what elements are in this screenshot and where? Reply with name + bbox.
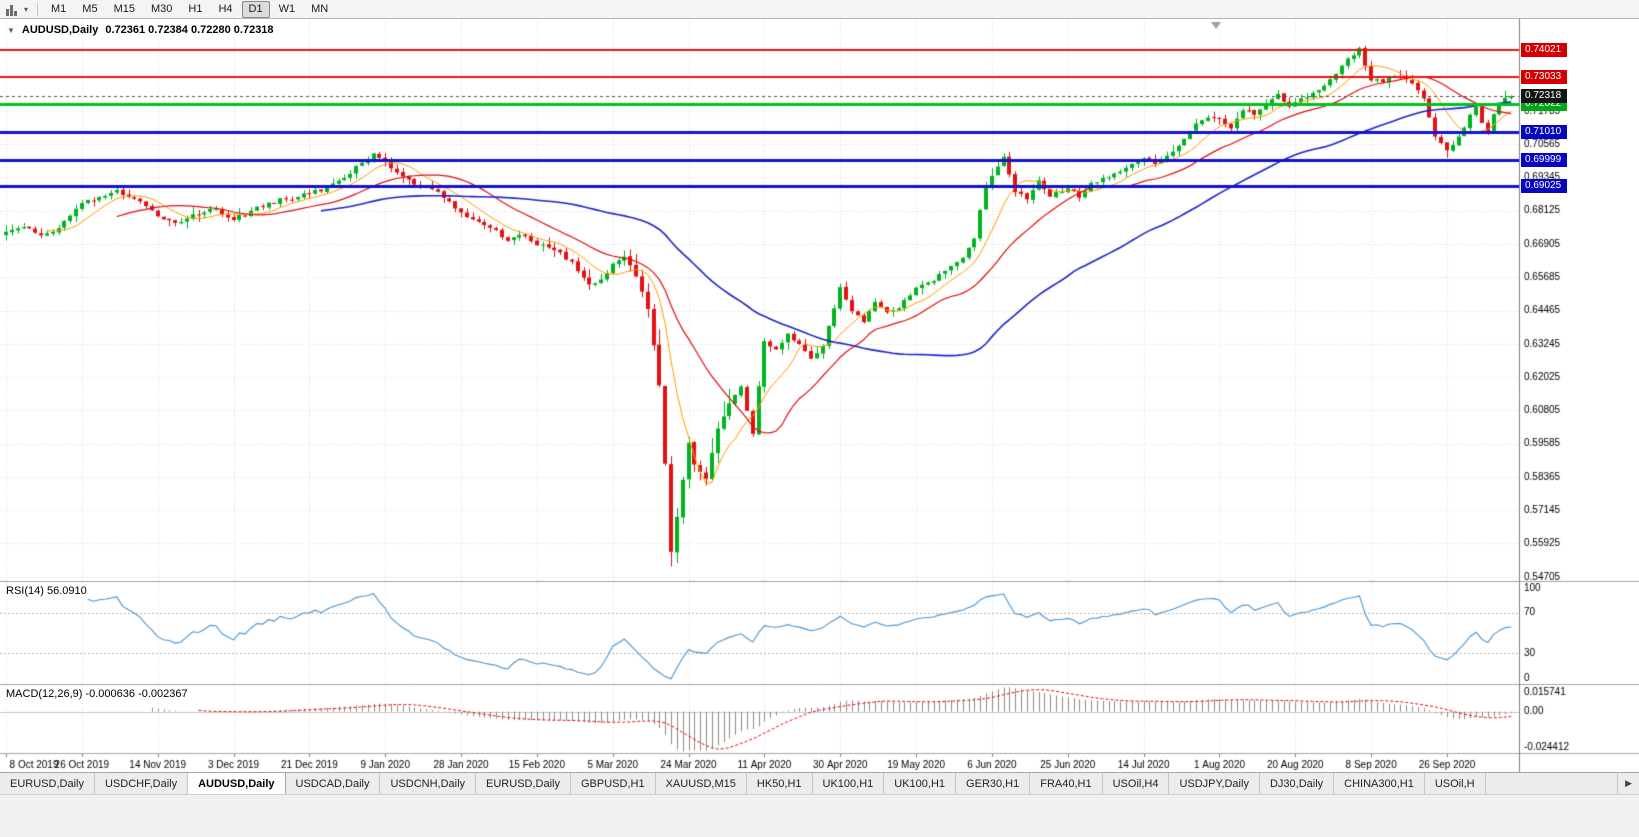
tab-usoil-h4[interactable]: USOil,H4 [1102,773,1170,794]
tab-hk50-h1[interactable]: HK50,H1 [746,773,813,794]
tab-ger30-h1[interactable]: GER30,H1 [956,773,1031,794]
chart-symbol-period: AUDUSD,Daily [21,24,99,36]
tab-uk100-h1[interactable]: UK100,H1 [812,773,885,794]
timeframe-button-w1[interactable]: W1 [278,2,296,15]
timeframe-button-d1[interactable]: D1 [241,0,270,18]
tab-fra40-h1[interactable]: FRA40,H1 [1030,773,1103,794]
price-level-badge: 0.71010 [1521,125,1567,139]
price-level-badge: 0.69999 [1521,153,1567,167]
chart-area: ▼ AUDUSD,Daily 0.72361 0.72384 0.72280 0… [0,19,1639,772]
timeframe-button-group: M1 M5 M15 M30 H1 H4 D1 W1 MN [43,0,336,18]
timeframe-button-m30[interactable]: M30 [150,2,173,15]
tab-gbpusd-h1[interactable]: GBPUSD,H1 [571,773,656,794]
toolbar-separator [37,2,39,16]
tab-uk100-h1[interactable]: UK100,H1 [884,773,957,794]
tab-eurusd-daily[interactable]: EURUSD,Daily [476,773,571,794]
status-strip [0,794,1639,837]
tab-xauusd-m15[interactable]: XAUUSD,M15 [655,773,747,794]
tab-usdchf-daily[interactable]: USDCHF,Daily [94,773,189,794]
price-chart-canvas[interactable] [0,19,1639,772]
candlestick-chart-icon[interactable] [3,3,20,16]
timeframe-button-h4[interactable]: H4 [218,2,233,15]
collapse-chart-icon[interactable]: ▼ [7,25,15,35]
price-level-badge: 0.73033 [1521,70,1567,84]
tab-eurusd-daily[interactable]: EURUSD,Daily [0,773,95,794]
timeframe-button-m5[interactable]: M5 [82,2,98,15]
tab-dj30-daily[interactable]: DJ30,Daily [1259,773,1335,794]
macd-indicator-label: MACD(12,26,9) -0.000636 -0.002367 [6,688,188,700]
tab-audusd-daily[interactable]: AUDUSD,Daily [188,773,286,794]
timeframe-button-mn[interactable]: MN [311,2,329,15]
chart-ohlc-values: 0.72361 0.72384 0.72280 0.72318 [105,24,274,36]
current-price-badge: 0.72318 [1521,89,1567,103]
timeframe-button-m15[interactable]: M15 [113,2,135,15]
price-level-badge: 0.69025 [1521,179,1567,193]
chart-title: ▼ AUDUSD,Daily 0.72361 0.72384 0.72280 0… [7,24,274,36]
timeframe-toolbar: ▾ M1 M5 M15 M30 H1 H4 D1 W1 MN [0,0,1639,19]
tab-usoil-h[interactable]: USOil,H [1424,773,1486,794]
tabs-scroll-right-button[interactable]: ▶ [1617,773,1639,794]
tab-usdjpy-daily[interactable]: USDJPY,Daily [1169,773,1260,794]
tab-china300-h1[interactable]: CHINA300,H1 [1334,773,1425,794]
chart-type-dropdown-caret-icon[interactable]: ▾ [24,4,29,14]
timeframe-button-m1[interactable]: M1 [51,2,67,15]
timeframe-button-h1[interactable]: H1 [188,2,203,15]
price-level-badge: 0.74021 [1521,43,1567,57]
chart-tabs-bar: EURUSD,Daily USDCHF,Daily AUDUSD,Daily USDC… [0,772,1639,794]
rsi-indicator-label: RSI(14) 56.0910 [6,585,87,597]
tab-usdcnh-daily[interactable]: USDCNH,Daily [380,773,477,794]
tab-usdcad-daily[interactable]: USDCAD,Daily [285,773,381,794]
